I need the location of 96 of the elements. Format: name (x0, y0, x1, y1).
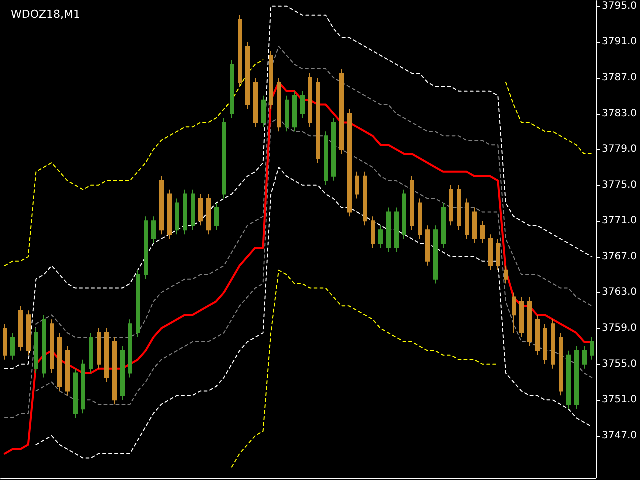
candlestick (457, 184, 461, 231)
candlestick (535, 314, 540, 356)
candlestick (465, 198, 469, 240)
y-tick-label: 3795.0 (602, 0, 638, 12)
candlestick (269, 50, 273, 110)
candlestick (245, 42, 250, 110)
candlestick (504, 265, 508, 284)
candlestick (292, 90, 297, 132)
candlestick (277, 77, 281, 132)
line-series (4, 46, 593, 419)
candlestick (308, 72, 312, 128)
y-tick-label: 3791.0 (602, 36, 638, 48)
y-tick-label: 3783.0 (602, 108, 638, 120)
candlestick (57, 332, 62, 392)
candlestick (355, 171, 359, 200)
candlestick (488, 234, 493, 271)
candlestick (261, 95, 266, 128)
candlestick (386, 207, 391, 253)
candlestick (480, 220, 485, 244)
candlestick (175, 198, 179, 236)
line-series (4, 6, 593, 370)
candlestick (65, 346, 70, 396)
y-tick-label: 3763.0 (602, 287, 638, 298)
candlestick (433, 225, 438, 284)
candlestick (472, 207, 477, 244)
candlestick (441, 202, 446, 248)
candlestick (582, 346, 587, 370)
candlestick (3, 324, 7, 360)
candlestick (402, 189, 406, 240)
candlestick (339, 68, 344, 155)
candlestick (230, 60, 234, 119)
candlestick (418, 198, 422, 240)
candlestick (371, 216, 375, 248)
candlestick (206, 194, 211, 236)
candlestick (331, 118, 336, 182)
candlestick (222, 118, 226, 200)
candlestick (120, 346, 125, 401)
text: WDOZ18,M1 (11, 8, 81, 21)
y-tick-label: 3767.0 (602, 251, 638, 262)
candlestick (128, 319, 132, 378)
candlestick (394, 207, 399, 253)
candlestick (324, 131, 328, 186)
y-tick-label: 3759.0 (602, 323, 638, 334)
candlestick (167, 189, 172, 240)
candlestick (559, 332, 563, 396)
candlestick (97, 328, 101, 370)
candlestick (285, 95, 289, 132)
candlestick (253, 77, 258, 128)
candlestick (81, 359, 85, 414)
candlestick (496, 238, 500, 271)
candlestick (26, 310, 31, 356)
candlestick (316, 77, 320, 164)
candlestick (136, 270, 140, 338)
candlestick (34, 328, 38, 374)
candlestick (198, 194, 203, 226)
candlestick (144, 216, 148, 280)
y-tick-label: 3787.0 (602, 72, 638, 84)
candlestick (527, 296, 532, 347)
candlestick (104, 328, 109, 383)
candlestick (590, 336, 594, 360)
line-series (231, 270, 499, 468)
candlestick (73, 368, 78, 419)
candlestick (519, 296, 524, 338)
candlestick (363, 171, 367, 226)
candlestick (300, 90, 305, 119)
candlestick (214, 202, 219, 231)
candlestick (410, 176, 414, 231)
candlestick (347, 108, 352, 218)
line-series (36, 166, 593, 459)
candlestick (159, 176, 164, 236)
candlestick (50, 319, 54, 374)
candlestick (425, 225, 430, 266)
candlestick (566, 350, 571, 410)
candlestick (512, 292, 516, 334)
candlestick (378, 225, 383, 248)
line-series (4, 81, 594, 455)
candlestick (191, 189, 195, 231)
candlestick (574, 346, 579, 410)
y-tick-label: 3747.0 (602, 430, 638, 442)
y-tick-label: 3775.0 (602, 180, 638, 191)
candlestick (112, 336, 117, 406)
y-tick-label: 3779.0 (602, 144, 638, 156)
candlestick (89, 332, 93, 374)
candlestick (10, 332, 15, 360)
candlestick (183, 189, 187, 236)
y-tick-label: 3755.0 (602, 358, 638, 370)
line-series (36, 118, 593, 406)
candlestick (18, 306, 23, 352)
candlestick (238, 14, 242, 88)
candlestick (42, 314, 46, 378)
candlestick (151, 216, 156, 244)
y-tick-label: 3751.0 (602, 394, 638, 406)
candlestick (449, 184, 453, 226)
y-tick-label: 3771.0 (602, 216, 638, 227)
candlestick (551, 319, 555, 370)
candlestick (543, 324, 547, 365)
